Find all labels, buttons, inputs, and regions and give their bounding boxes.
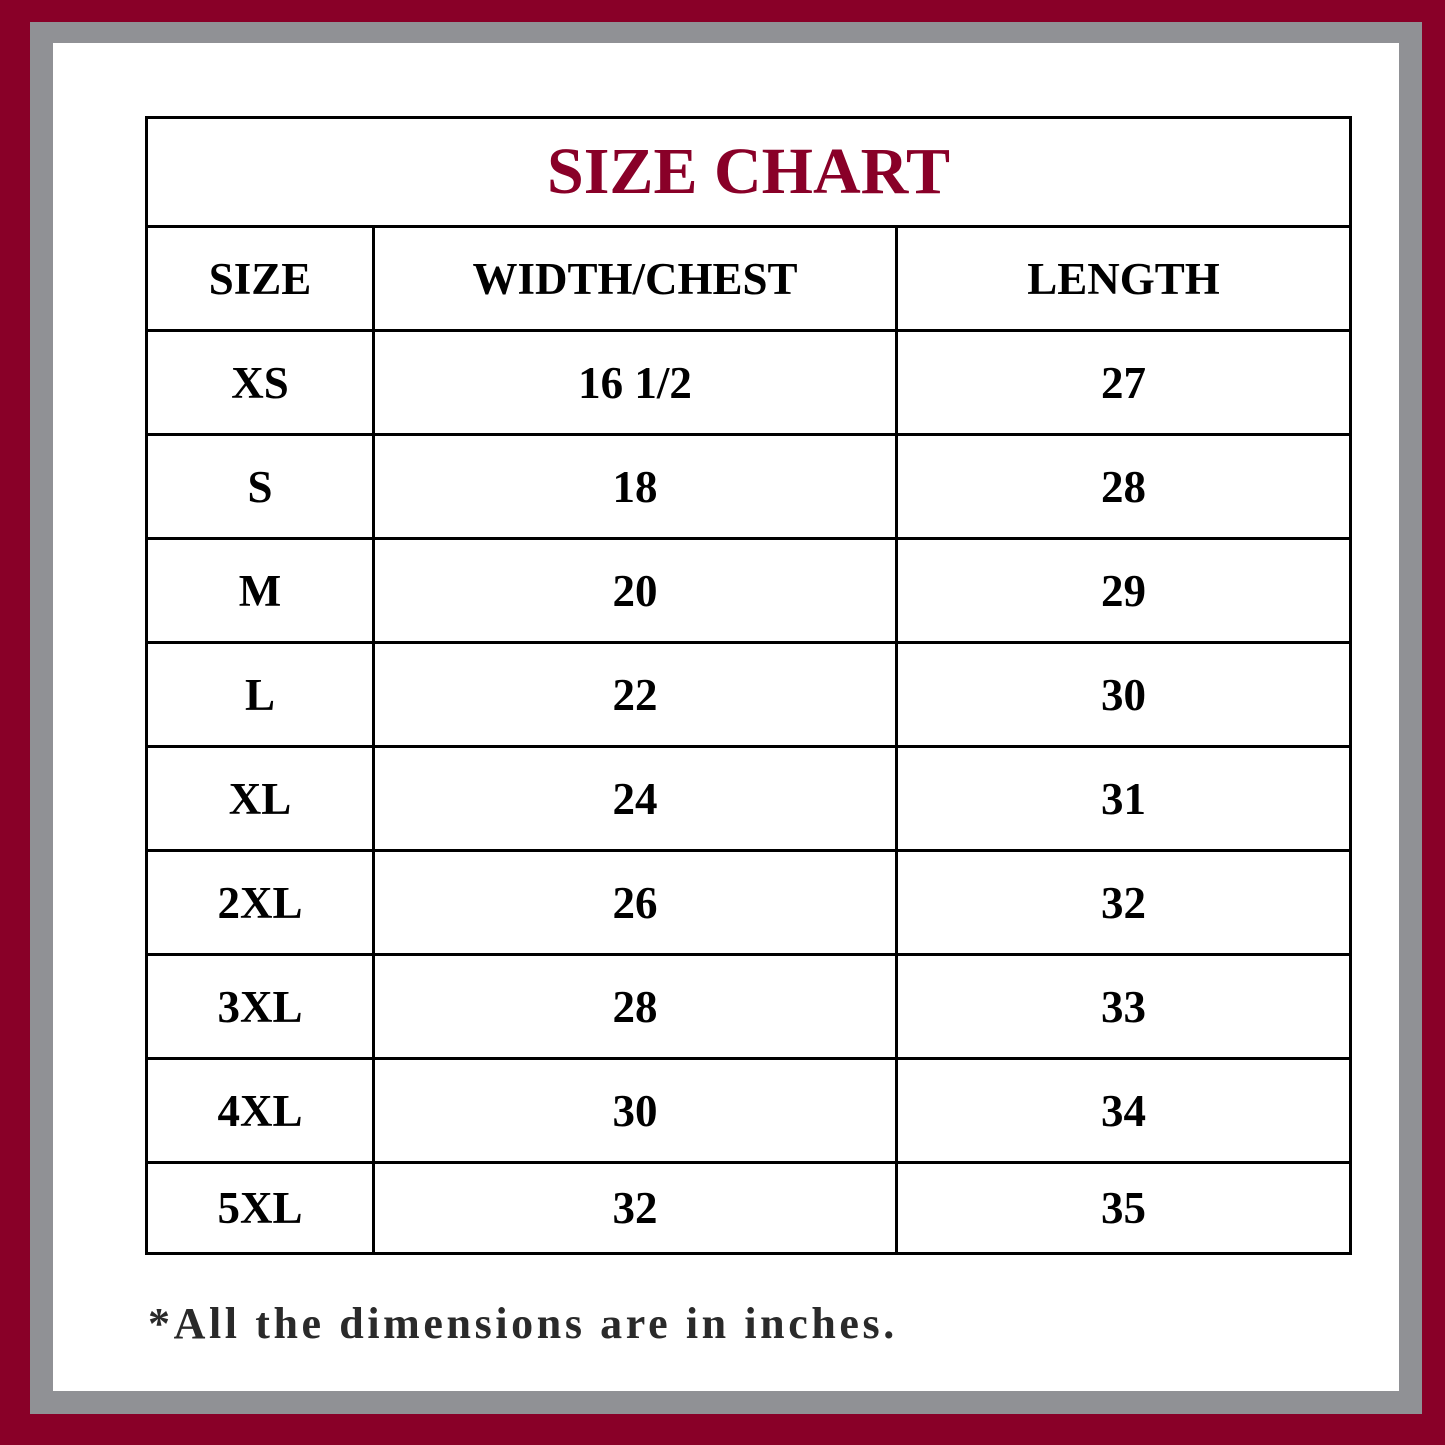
cell-length: 27 [894, 329, 1353, 436]
table-row: 5XL 32 35 [145, 1161, 1353, 1255]
header-width-chest: WIDTH/CHEST [372, 225, 898, 332]
cell-length: 30 [894, 641, 1353, 748]
cell-width-chest: 22 [372, 641, 898, 748]
footnote: *All the dimensions are in inches. [148, 1299, 898, 1348]
cell-size: M [145, 537, 375, 644]
table-row: M 20 29 [145, 537, 1353, 644]
table-row: 2XL 26 32 [145, 849, 1353, 956]
table-row: 3XL 28 33 [145, 953, 1353, 1060]
cell-width-chest: 16 1/2 [372, 329, 898, 436]
table-row: XS 16 1/2 27 [145, 329, 1353, 436]
cell-length: 35 [894, 1161, 1353, 1255]
cell-length: 32 [894, 849, 1353, 956]
header-row: SIZE WIDTH/CHEST LENGTH [145, 225, 1353, 332]
cell-size: 2XL [145, 849, 375, 956]
cell-length: 29 [894, 537, 1353, 644]
cell-size: L [145, 641, 375, 748]
cell-width-chest: 20 [372, 537, 898, 644]
cell-size: 3XL [145, 953, 375, 1060]
cell-width-chest: 18 [372, 433, 898, 540]
cell-width-chest: 30 [372, 1057, 898, 1164]
cell-size: 4XL [145, 1057, 375, 1164]
chart-title: SIZE CHART [144, 116, 1353, 228]
cell-length: 31 [894, 745, 1353, 852]
cell-size: S [145, 433, 375, 540]
cell-length: 28 [894, 433, 1353, 540]
table-row: S 18 28 [145, 433, 1353, 540]
cell-size: XL [145, 745, 375, 852]
header-length: LENGTH [894, 225, 1353, 332]
cell-width-chest: 28 [372, 953, 898, 1060]
cell-length: 34 [894, 1057, 1353, 1164]
table-row: 4XL 30 34 [145, 1057, 1353, 1164]
table-row: XL 24 31 [145, 745, 1353, 852]
table-row: L 22 30 [145, 641, 1353, 748]
cell-size: XS [145, 329, 375, 436]
cell-width-chest: 32 [372, 1161, 898, 1255]
cell-length: 33 [894, 953, 1353, 1060]
header-size: SIZE [145, 225, 375, 332]
cell-width-chest: 26 [372, 849, 898, 956]
cell-size: 5XL [145, 1161, 375, 1255]
size-chart-table: SIZE CHART SIZE WIDTH/CHEST LENGTH XS 16 … [144, 116, 1353, 1255]
cell-width-chest: 24 [372, 745, 898, 852]
